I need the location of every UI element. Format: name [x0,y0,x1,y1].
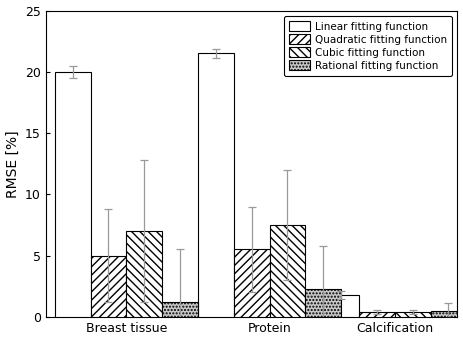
Bar [234,250,269,317]
Bar [431,311,463,317]
Bar [395,312,431,317]
Bar [162,302,198,317]
Bar [359,312,395,317]
Bar [126,231,162,317]
Bar [91,256,126,317]
Bar [198,54,234,317]
Legend: Linear fitting function, Quadratic fitting function, Cubic fitting function, Rat: Linear fitting function, Quadratic fitti… [284,16,452,76]
Bar [323,295,359,317]
Y-axis label: RMSE [%]: RMSE [%] [6,130,19,197]
Bar [305,289,341,317]
Bar [269,225,305,317]
Bar [55,72,91,317]
